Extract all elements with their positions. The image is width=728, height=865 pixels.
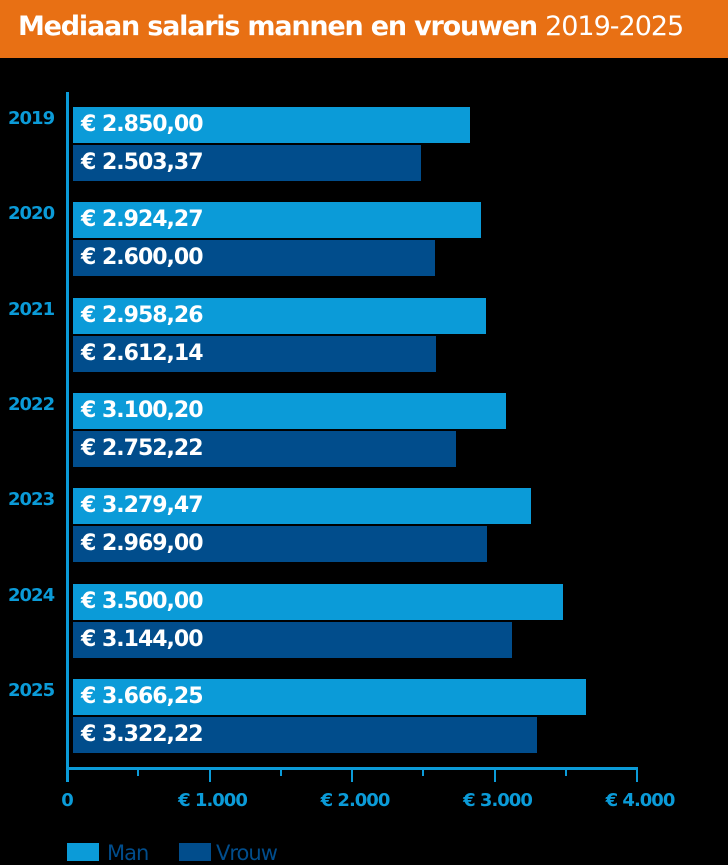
bar-value-label: € 2.600,00 — [81, 245, 204, 271]
year-label: 2021 — [8, 298, 55, 320]
legend-label-vrouw: Vrouw — [216, 841, 278, 865]
bar-man: € 2.850,00 — [73, 107, 471, 143]
bar-man: € 2.924,27 — [73, 202, 481, 239]
year-label: 2024 — [8, 584, 55, 606]
bar-value-label: € 3.500,00 — [81, 588, 204, 614]
bar-value-label: € 2.503,37 — [81, 150, 204, 175]
bar-man: € 3.500,00 — [73, 583, 563, 620]
bar-man: € 3.279,47 — [73, 488, 532, 525]
x-tick — [137, 767, 140, 776]
chart-header: Mediaan salaris mannen en vrouwen 2019-2… — [0, 0, 728, 58]
bar-vrouw: € 2.752,22 — [73, 430, 457, 467]
bar-vrouw: € 3.322,22 — [73, 716, 538, 753]
x-tick-label: € 1.000 — [178, 790, 248, 811]
bar-vrouw: € 2.612,14 — [73, 335, 437, 372]
bar-man: € 2.958,26 — [73, 297, 486, 334]
bar-value-label: € 3.279,47 — [81, 493, 204, 519]
year-label: 2019 — [8, 108, 55, 129]
x-tick — [636, 767, 638, 782]
bar-vrouw: € 2.969,00 — [73, 526, 488, 563]
x-tick-label: € 2.000 — [320, 790, 391, 811]
bar-value-label: € 3.100,20 — [81, 397, 204, 423]
bar-value-label: € 2.958,26 — [81, 302, 204, 328]
bar-value-label: € 3.144,00 — [81, 626, 204, 652]
chart-title: Mediaan salaris mannen en vrouwen 2019-2… — [18, 11, 684, 42]
bar-vrouw: € 2.503,37 — [73, 145, 421, 181]
x-tick — [66, 767, 68, 782]
legend-swatch-man — [67, 843, 99, 861]
bar-value-label: € 2.752,22 — [81, 435, 204, 461]
x-tick-label: € 4.000 — [605, 790, 676, 811]
x-tick — [493, 767, 496, 782]
bar-man: € 3.100,20 — [73, 392, 506, 429]
y-axis-line — [66, 92, 69, 782]
bar-value-label: € 2.924,27 — [81, 207, 204, 233]
title-years: 2019-2025 — [545, 11, 684, 42]
bar-value-label: € 2.969,00 — [81, 531, 204, 557]
bar-value-label: € 3.322,22 — [81, 721, 204, 747]
year-label: 2022 — [8, 393, 55, 415]
x-tick-label: 0 — [61, 790, 73, 811]
year-label: 2025 — [8, 679, 55, 701]
bar-value-label: € 2.612,14 — [81, 340, 204, 366]
legend-label-man: Man — [107, 841, 149, 865]
year-label: 2023 — [8, 489, 55, 511]
x-tick-label: € 3.000 — [463, 790, 533, 811]
bar-value-label: € 3.666,25 — [81, 683, 204, 709]
bar-value-label: € 2.850,00 — [81, 112, 204, 137]
legend-swatch-vrouw — [179, 843, 211, 861]
title-main: Mediaan salaris mannen en vrouwen — [18, 11, 538, 42]
x-tick — [351, 767, 353, 782]
year-label: 2020 — [8, 203, 55, 225]
bar-vrouw: € 2.600,00 — [73, 240, 435, 277]
x-tick — [422, 767, 425, 776]
x-tick — [208, 767, 211, 782]
x-tick — [279, 767, 282, 776]
bar-vrouw: € 3.144,00 — [73, 621, 513, 658]
bar-man: € 3.666,25 — [73, 678, 587, 715]
x-tick — [564, 767, 567, 776]
